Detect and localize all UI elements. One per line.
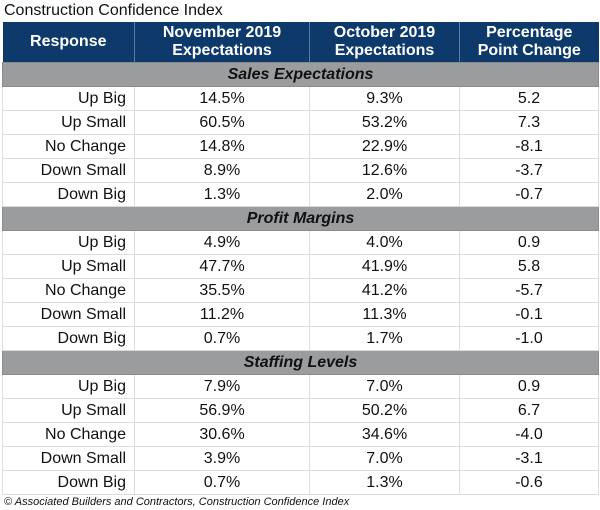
section-title: Profit Margins [2, 206, 599, 231]
value-cell: 4.0% [309, 230, 460, 255]
column-header-line: Point Change [477, 42, 581, 59]
table-row: No Change 30.6% 34.6% -4.0 [2, 422, 599, 447]
value-cell: 14.8% [134, 134, 310, 159]
value-cell: 56.9% [134, 398, 310, 423]
section-title: Sales Expectations [2, 62, 599, 87]
header-row: Response November 2019 Expectations October… [2, 22, 599, 63]
table-row: Down Big 0.7% 1.3% -0.6 [2, 470, 599, 495]
value-cell: -5.7 [459, 278, 599, 303]
value-cell: 53.2% [309, 110, 460, 135]
value-cell: 35.5% [134, 278, 310, 303]
response-cell: Down Small [2, 158, 135, 183]
response-cell: No Change [2, 278, 135, 303]
table-row: Down Small 8.9% 12.6% -3.7 [2, 158, 599, 183]
table-row: Up Small 47.7% 41.9% 5.8 [2, 254, 599, 279]
section-title: Staffing Levels [2, 350, 599, 375]
value-cell: -0.7 [459, 182, 599, 207]
response-cell: Down Big [2, 470, 135, 495]
response-cell: Up Big [2, 374, 135, 399]
value-cell: 5.2 [459, 86, 599, 111]
section-row: Sales Expectations [2, 62, 599, 87]
table-row: Down Big 1.3% 2.0% -0.7 [2, 182, 599, 207]
value-cell: 0.7% [134, 470, 310, 495]
value-cell: -3.7 [459, 158, 599, 183]
value-cell: 11.2% [134, 302, 310, 327]
response-cell: Down Big [2, 326, 135, 351]
value-cell: 9.3% [309, 86, 460, 111]
section-row: Profit Margins [2, 206, 599, 231]
source-footer: © Associated Builders and Contractors, C… [4, 496, 350, 508]
response-cell: Up Big [2, 86, 135, 111]
value-cell: 50.2% [309, 398, 460, 423]
value-cell: 60.5% [134, 110, 310, 135]
value-cell: 2.0% [309, 182, 460, 207]
value-cell: 41.2% [309, 278, 460, 303]
value-cell: 7.0% [309, 446, 460, 471]
value-cell: 7.3 [459, 110, 599, 135]
column-header-line: October 2019 [333, 24, 436, 41]
section-row: Staffing Levels [2, 350, 599, 375]
value-cell: -0.1 [459, 302, 599, 327]
table-row: Down Small 3.9% 7.0% -3.1 [2, 446, 599, 471]
response-cell: Up Small [2, 110, 135, 135]
value-cell: 30.6% [134, 422, 310, 447]
table-row: Up Big 7.9% 7.0% 0.9 [2, 374, 599, 399]
column-header: November 2019 Expectations [134, 22, 310, 63]
value-cell: 0.9 [459, 374, 599, 399]
value-cell: 14.5% [134, 86, 310, 111]
value-cell: 0.9 [459, 230, 599, 255]
value-cell: -8.1 [459, 134, 599, 159]
table-row: Up Small 56.9% 50.2% 6.7 [2, 398, 599, 423]
table-row: Up Small 60.5% 53.2% 7.3 [2, 110, 599, 135]
value-cell: 0.7% [134, 326, 310, 351]
table-row: Down Big 0.7% 1.7% -1.0 [2, 326, 599, 351]
response-cell: Up Small [2, 254, 135, 279]
value-cell: 1.3% [134, 182, 310, 207]
table-row: Down Small 11.2% 11.3% -0.1 [2, 302, 599, 327]
value-cell: 1.3% [309, 470, 460, 495]
column-header-line: Response [30, 33, 107, 50]
value-cell: 7.0% [309, 374, 460, 399]
value-cell: 34.6% [309, 422, 460, 447]
response-cell: Up Small [2, 398, 135, 423]
column-header-line: Expectations [172, 42, 272, 59]
response-cell: Down Big [2, 182, 135, 207]
response-cell: Down Small [2, 446, 135, 471]
table-row: No Change 14.8% 22.9% -8.1 [2, 134, 599, 159]
column-header-line: Percentage [486, 24, 573, 41]
value-cell: 12.6% [309, 158, 460, 183]
value-cell: 41.9% [309, 254, 460, 279]
value-cell: 3.9% [134, 446, 310, 471]
response-cell: No Change [2, 134, 135, 159]
value-cell: 47.7% [134, 254, 310, 279]
table-row: No Change 35.5% 41.2% -5.7 [2, 278, 599, 303]
column-header: October 2019 Expectations [309, 22, 460, 63]
column-header-line: Expectations [334, 42, 435, 59]
table-title: Construction Confidence Index [4, 2, 223, 19]
value-cell: 8.9% [134, 158, 310, 183]
column-header: Response [2, 22, 135, 63]
column-header: Percentage Point Change [459, 22, 599, 63]
value-cell: 7.9% [134, 374, 310, 399]
response-cell: Up Big [2, 230, 135, 255]
value-cell: -4.0 [459, 422, 599, 447]
value-cell: -0.6 [459, 470, 599, 495]
value-cell: -1.0 [459, 326, 599, 351]
value-cell: 4.9% [134, 230, 310, 255]
response-cell: Down Small [2, 302, 135, 327]
value-cell: 6.7 [459, 398, 599, 423]
table-row: Up Big 14.5% 9.3% 5.2 [2, 86, 599, 111]
value-cell: 11.3% [309, 302, 460, 327]
confidence-table: Response November 2019 Expectations October… [2, 22, 599, 495]
table-row: Up Big 4.9% 4.0% 0.9 [2, 230, 599, 255]
value-cell: -3.1 [459, 446, 599, 471]
value-cell: 22.9% [309, 134, 460, 159]
value-cell: 5.8 [459, 254, 599, 279]
value-cell: 1.7% [309, 326, 460, 351]
response-cell: No Change [2, 422, 135, 447]
column-header-line: November 2019 [162, 24, 282, 41]
